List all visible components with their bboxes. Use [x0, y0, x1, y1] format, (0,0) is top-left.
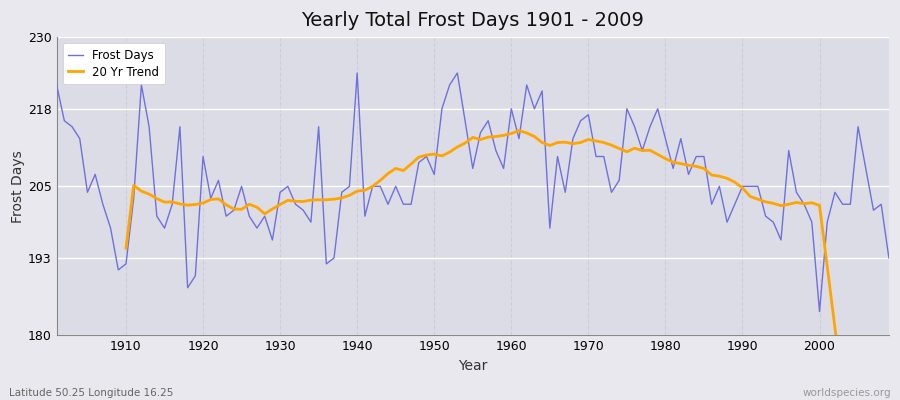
Frost Days [514, 136, 525, 141]
X-axis label: Year: Year [458, 359, 488, 373]
Line: Frost Days: Frost Days [57, 73, 889, 312]
Text: worldspecies.org: worldspecies.org [803, 388, 891, 398]
Frost Days [814, 309, 825, 314]
Frost Days [884, 256, 895, 260]
Y-axis label: Frost Days: Frost Days [11, 150, 25, 223]
Frost Days [352, 71, 363, 76]
Legend: Frost Days, 20 Yr Trend: Frost Days, 20 Yr Trend [62, 43, 165, 84]
20 Yr Trend [637, 148, 648, 153]
20 Yr Trend [151, 196, 162, 201]
Frost Days [283, 184, 293, 189]
Text: Latitude 50.25 Longitude 16.25: Latitude 50.25 Longitude 16.25 [9, 388, 174, 398]
20 Yr Trend [622, 149, 633, 154]
Frost Days [51, 82, 62, 87]
Frost Days [112, 268, 123, 272]
20 Yr Trend [252, 205, 263, 210]
Frost Days [506, 106, 517, 111]
20 Yr Trend [668, 160, 679, 164]
20 Yr Trend [514, 128, 525, 133]
Frost Days [606, 190, 616, 195]
Title: Yearly Total Frost Days 1901 - 2009: Yearly Total Frost Days 1901 - 2009 [302, 11, 644, 30]
Line: 20 Yr Trend: 20 Yr Trend [126, 130, 850, 400]
Frost Days [328, 256, 339, 260]
20 Yr Trend [121, 246, 131, 250]
20 Yr Trend [660, 156, 670, 161]
